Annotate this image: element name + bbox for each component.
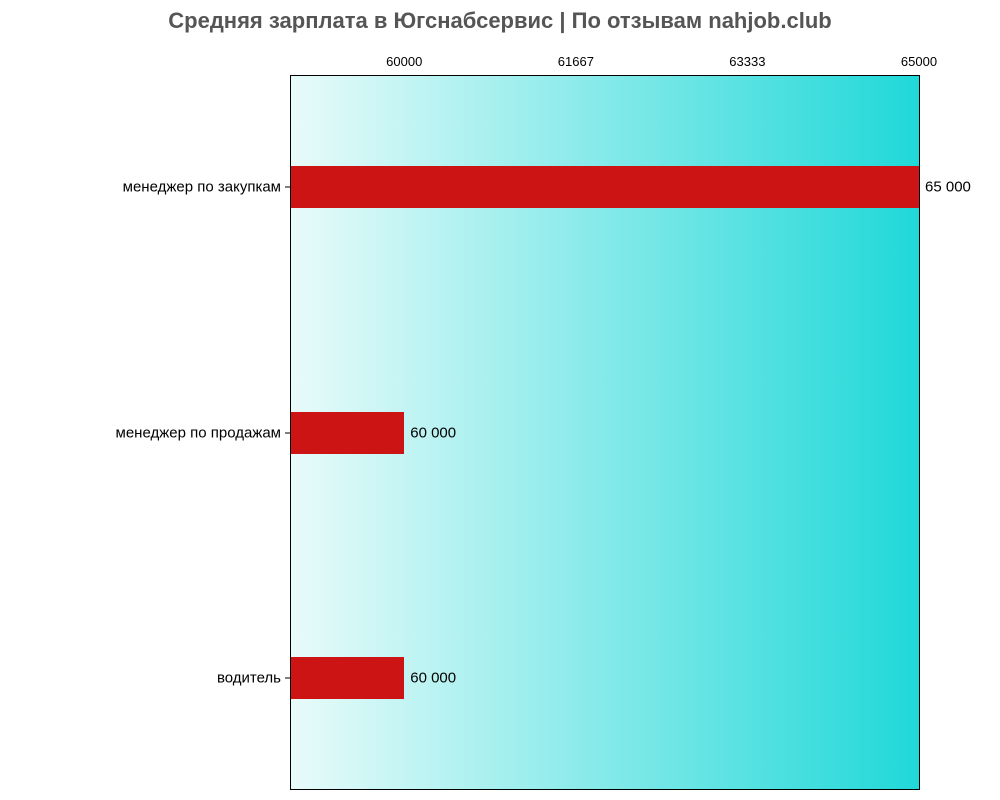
bar-value-label: 60 000: [410, 670, 456, 687]
chart-title: Средняя зарплата в Югснабсервис | По отз…: [0, 8, 1000, 34]
x-tick-label: 60000: [386, 54, 422, 69]
bar-value-label: 65 000: [925, 178, 971, 195]
x-tick-label: 61667: [558, 54, 594, 69]
plot-area: 60000616676333365000 менеджер по закупка…: [290, 75, 920, 790]
bar-sales: 60 000: [291, 412, 404, 454]
bar-value-label: 60 000: [410, 424, 456, 441]
y-tick-label: водитель: [217, 670, 281, 687]
x-tick-label: 65000: [901, 54, 937, 69]
bar-driver: 60 000: [291, 657, 404, 699]
x-tick-label: 63333: [729, 54, 765, 69]
y-tick-label: менеджер по закупкам: [123, 178, 281, 195]
y-tick-label: менеджер по продажам: [116, 424, 281, 441]
bar-purchasing: 65 000: [291, 166, 919, 208]
